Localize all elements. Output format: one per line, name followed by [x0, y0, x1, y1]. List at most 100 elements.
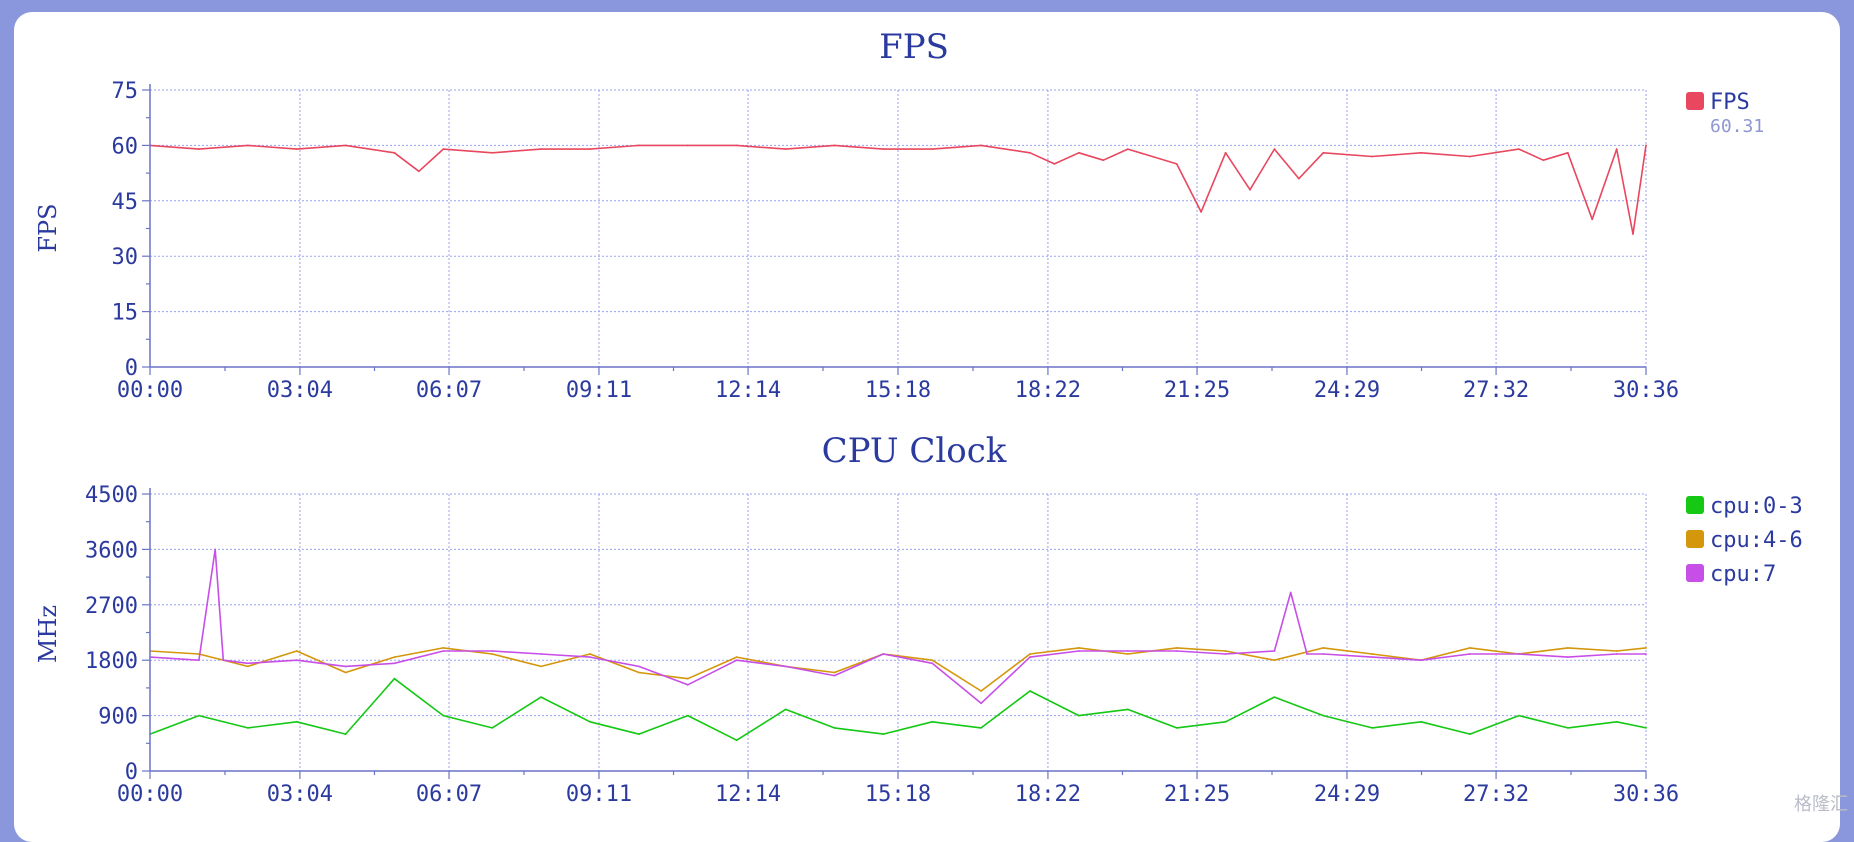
data-point	[344, 144, 347, 147]
data-point	[246, 727, 249, 729]
data-point	[1289, 591, 1292, 594]
data-point	[1306, 653, 1308, 655]
data-point	[491, 151, 494, 154]
data-point	[442, 148, 445, 150]
y-tick-label: 60	[112, 134, 139, 159]
cpu-gridlines	[150, 493, 1647, 771]
data-point	[1322, 653, 1325, 655]
data-point	[882, 148, 885, 150]
data-point	[1591, 218, 1594, 221]
data-point	[1645, 646, 1647, 649]
data-point	[735, 144, 738, 147]
data-point	[1469, 733, 1471, 735]
data-point	[442, 650, 445, 652]
series-line-cpu-7	[149, 548, 1646, 705]
y-tick-label: 45	[112, 190, 139, 215]
data-point	[1322, 714, 1325, 717]
data-point	[1566, 151, 1569, 154]
data-point	[1517, 653, 1520, 655]
x-tick-label: 00:00	[117, 782, 183, 807]
data-point	[1175, 646, 1178, 649]
x-tick-label: 30:36	[1613, 378, 1679, 403]
data-point	[214, 548, 217, 551]
x-tick-label: 24:29	[1314, 782, 1380, 807]
y-tick-label: 15	[112, 301, 139, 326]
legend-swatch	[1686, 564, 1704, 582]
y-tick-label: 900	[98, 705, 138, 730]
y-tick-label: 0	[125, 356, 138, 381]
data-point	[344, 733, 347, 735]
data-point	[1566, 646, 1569, 649]
data-point	[442, 714, 445, 717]
data-point	[442, 646, 445, 649]
data-point	[1517, 714, 1520, 717]
data-point	[1645, 653, 1647, 655]
y-tick-label: 75	[112, 79, 139, 104]
y-tick-label: 30	[112, 245, 139, 270]
data-point	[1273, 696, 1276, 699]
data-point	[1224, 653, 1227, 655]
data-point	[1322, 151, 1325, 154]
data-point	[589, 656, 591, 659]
y-tick-label: 4500	[85, 483, 138, 508]
data-point	[735, 656, 738, 659]
data-point	[1077, 714, 1080, 717]
data-point	[197, 714, 200, 717]
data-point	[1126, 653, 1129, 655]
legend-label: cpu:0-3	[1710, 494, 1803, 519]
legend-label: cpu:7	[1710, 562, 1776, 587]
fps-chart-title: FPS	[879, 27, 949, 67]
x-tick-label: 15:18	[865, 378, 931, 403]
data-point	[1566, 656, 1569, 659]
x-tick-label: 30:36	[1613, 782, 1679, 807]
data-point	[197, 148, 200, 150]
data-point	[1469, 646, 1471, 649]
data-point	[589, 653, 591, 655]
data-point	[1615, 650, 1618, 652]
data-point	[246, 662, 249, 665]
data-point	[1224, 151, 1227, 154]
data-point	[1175, 727, 1178, 729]
x-tick-label: 21:25	[1164, 378, 1230, 403]
x-tick-label: 03:04	[267, 378, 333, 403]
x-tick-label: 06:07	[416, 782, 482, 807]
cpu-x-ticks: 00:00 03:04 06:07 09:11 12:14 15:18 18:22 21:25…	[117, 771, 1679, 807]
x-tick-label: 00:00	[117, 378, 183, 403]
x-tick-label: 06:07	[416, 378, 482, 403]
data-point	[931, 720, 934, 723]
x-tick-label: 18:22	[1015, 782, 1081, 807]
data-point	[295, 659, 298, 662]
data-point	[1615, 653, 1618, 655]
data-point	[1077, 646, 1080, 649]
data-point	[1371, 727, 1374, 729]
data-point	[1029, 151, 1031, 154]
data-point	[1420, 659, 1423, 662]
data-point	[1200, 210, 1203, 213]
data-point	[589, 148, 591, 150]
data-point	[980, 690, 983, 692]
data-point	[833, 674, 836, 677]
data-point	[1297, 177, 1300, 180]
y-tick-label: 3600	[85, 538, 138, 563]
x-tick-label: 21:25	[1164, 782, 1230, 807]
data-point	[931, 659, 934, 662]
data-point	[1053, 162, 1056, 165]
data-point	[882, 733, 885, 735]
data-point	[1273, 650, 1276, 652]
data-point	[1273, 659, 1276, 662]
data-point	[1371, 656, 1374, 659]
data-point	[540, 665, 543, 668]
legend-value: 60.31	[1710, 116, 1764, 137]
data-point	[540, 653, 543, 655]
legend-label: FPS	[1710, 90, 1750, 115]
data-point	[1420, 720, 1423, 723]
data-point	[686, 714, 689, 717]
data-point	[393, 656, 396, 659]
data-point	[686, 677, 689, 680]
data-point	[1615, 720, 1618, 723]
data-point	[637, 733, 640, 735]
data-point	[980, 144, 983, 147]
data-point	[1175, 650, 1178, 652]
data-point	[295, 148, 298, 150]
